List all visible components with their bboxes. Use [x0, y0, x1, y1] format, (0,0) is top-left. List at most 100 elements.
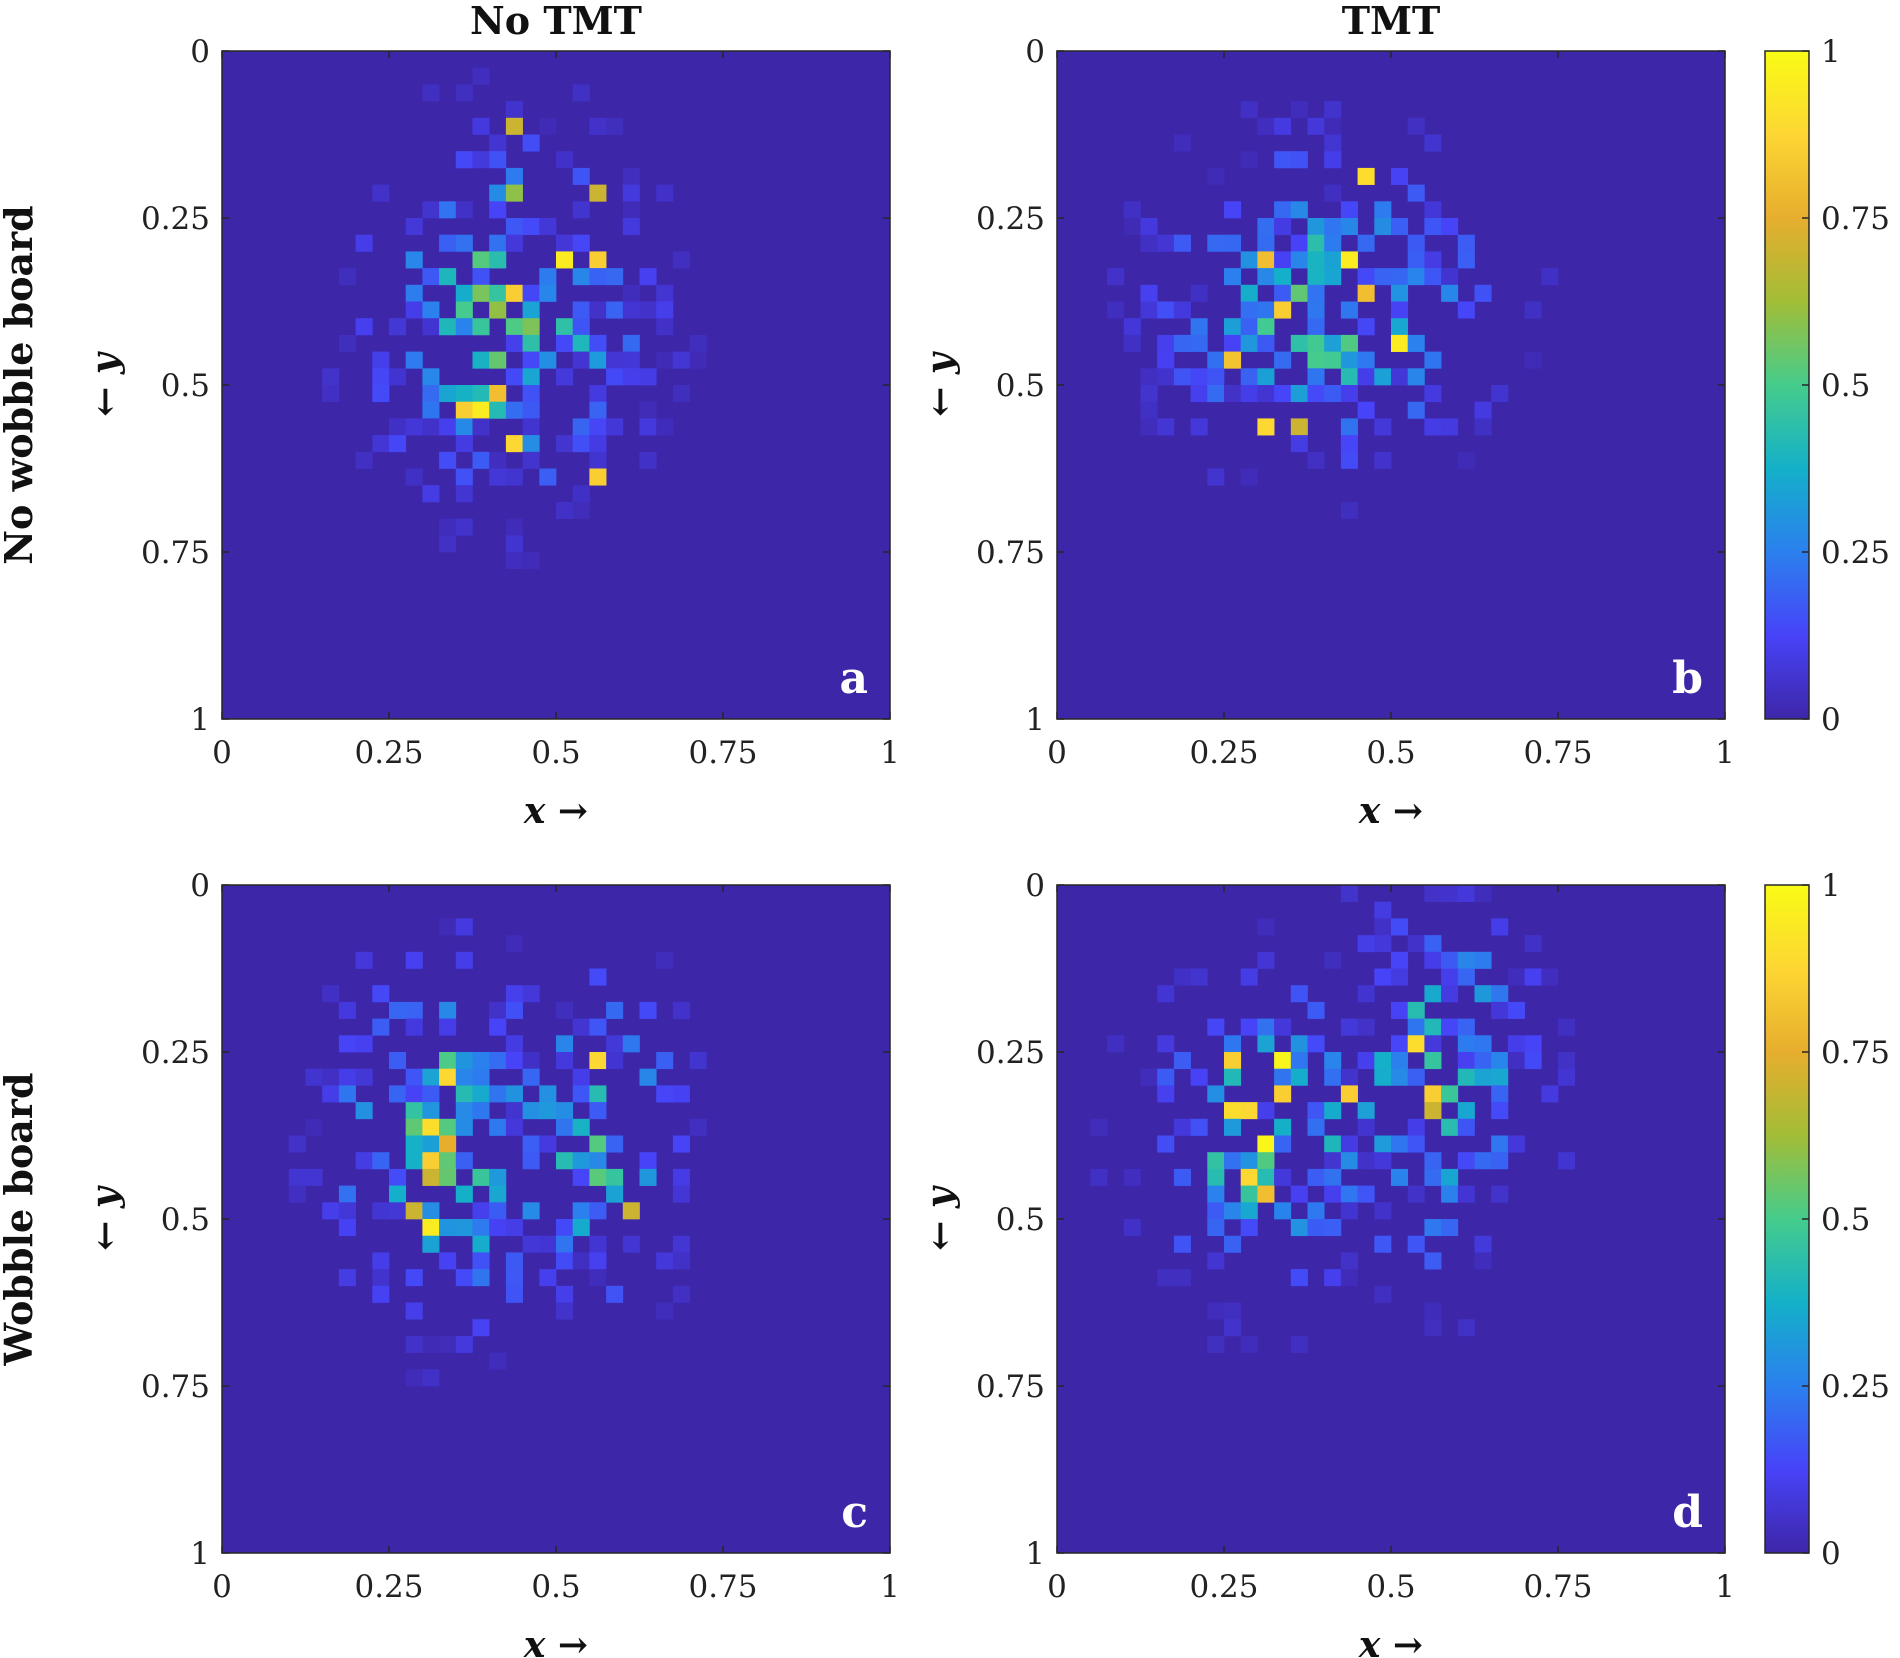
heatmap-cell [439, 418, 457, 436]
heatmap-cell [539, 268, 557, 286]
heatmap-cell [405, 1202, 423, 1220]
heatmap-cell [1290, 1219, 1308, 1237]
heatmap-cell [405, 351, 423, 369]
heatmap-cell [505, 401, 523, 419]
heatmap-cell [572, 435, 590, 453]
heatmap-cell [1190, 1118, 1208, 1136]
y-tick-label: 0.5 [161, 1202, 210, 1238]
heatmap-cell [1474, 885, 1492, 903]
heatmap-cell [1190, 1068, 1208, 1086]
heatmap-cell [1340, 501, 1358, 519]
heatmap-cell [1424, 418, 1442, 436]
heatmap-cell [489, 1219, 507, 1237]
heatmap-cell [489, 151, 507, 169]
y-tick-label: 0 [190, 868, 210, 904]
heatmap-cell [405, 951, 423, 969]
heatmap-cell [556, 1252, 574, 1270]
heatmap-cell [455, 385, 473, 403]
heatmap-cell [1407, 1235, 1425, 1253]
heatmap-cell [1558, 1068, 1576, 1086]
x-tick-label: 1 [1715, 1569, 1735, 1605]
x-tick-label: 0 [1047, 1569, 1067, 1605]
heatmap-cell [1507, 1035, 1525, 1053]
heatmap-cell [1374, 918, 1392, 936]
heatmap-cell [1441, 1168, 1459, 1186]
heatmap-cell [505, 1052, 523, 1070]
heatmap-cell [1257, 1185, 1275, 1203]
heatmap-cell [1391, 268, 1409, 286]
heatmap-cell [1207, 351, 1225, 369]
heatmap-cell [1374, 1052, 1392, 1070]
heatmap-cell [1491, 1052, 1509, 1070]
heatmap-cell [1274, 1168, 1292, 1186]
heatmap-cell [1274, 201, 1292, 219]
heatmap-cell [639, 418, 657, 436]
heatmap-cell [1424, 1302, 1442, 1320]
heatmap-cell [1290, 151, 1308, 169]
heatmap-cell [1123, 318, 1141, 336]
heatmap-cell [1307, 251, 1325, 269]
heatmap-cell [455, 468, 473, 486]
heatmap-cell [505, 284, 523, 302]
heatmap-cell [1524, 351, 1542, 369]
heatmap-cell [305, 1168, 323, 1186]
heatmap-cell [1307, 1035, 1325, 1053]
heatmap-cell [1324, 351, 1342, 369]
heatmap-cell [1357, 284, 1375, 302]
heatmap-cell [472, 1235, 490, 1253]
heatmap-cell [606, 368, 624, 386]
y-tick-label: 0.75 [141, 535, 210, 571]
heatmap-cell [522, 218, 540, 236]
heatmap-cell [1274, 1118, 1292, 1136]
heatmap-cell [589, 251, 607, 269]
x-tick-label: 0.25 [1189, 1569, 1258, 1605]
panel-letter: b [1672, 653, 1703, 704]
heatmap-cell [372, 435, 390, 453]
heatmap-cell [522, 1052, 540, 1070]
heatmap-cell [1290, 1269, 1308, 1287]
heatmap-cell [1357, 1102, 1375, 1120]
heatmap-cell [489, 1185, 507, 1203]
heatmap-cell [1257, 334, 1275, 352]
heatmap-cell [405, 1085, 423, 1103]
heatmap-cell [589, 1052, 607, 1070]
heatmap-cell [539, 351, 557, 369]
heatmap-cell [622, 284, 640, 302]
heatmap-cell [556, 435, 574, 453]
heatmap-cell [372, 184, 390, 202]
heatmap-cell [1324, 101, 1342, 119]
heatmap-cell [422, 1219, 440, 1237]
heatmap-cell [589, 1202, 607, 1220]
heatmap-cell [472, 284, 490, 302]
heatmap-cell [1541, 968, 1559, 986]
heatmap-cell [1140, 218, 1158, 236]
heatmap-cell [505, 1001, 523, 1019]
heatmap-cell [1424, 1102, 1442, 1120]
y-tick-label: 0 [1025, 868, 1045, 904]
heatmap-cell [1207, 385, 1225, 403]
heatmap-cell [1441, 1085, 1459, 1103]
heatmap-cell [1290, 1185, 1308, 1203]
heatmap-panel-c [221, 884, 891, 1554]
heatmap-cell [455, 1219, 473, 1237]
heatmap-cell [505, 435, 523, 453]
heatmap-cell [1441, 218, 1459, 236]
heatmap-cell [1207, 167, 1225, 185]
x-tick-label: 0.75 [688, 735, 757, 771]
heatmap-cell [1407, 1185, 1425, 1203]
heatmap-cell [1558, 1018, 1576, 1036]
heatmap-cell [1290, 334, 1308, 352]
heatmap-cell [522, 435, 540, 453]
heatmap-cell [1240, 468, 1258, 486]
heatmap-cell [1374, 901, 1392, 919]
heatmap-cell [505, 935, 523, 953]
heatmap-cell [1224, 351, 1242, 369]
heatmap-cell [639, 368, 657, 386]
heatmap-cell [1207, 1085, 1225, 1103]
heatmap-cell [556, 1219, 574, 1237]
colorbar-tick-label: 0 [1821, 702, 1841, 738]
heatmap-cell [1457, 951, 1475, 969]
heatmap-cell [522, 401, 540, 419]
y-tick-label: 1 [190, 1536, 210, 1572]
heatmap-cell [322, 1068, 340, 1086]
